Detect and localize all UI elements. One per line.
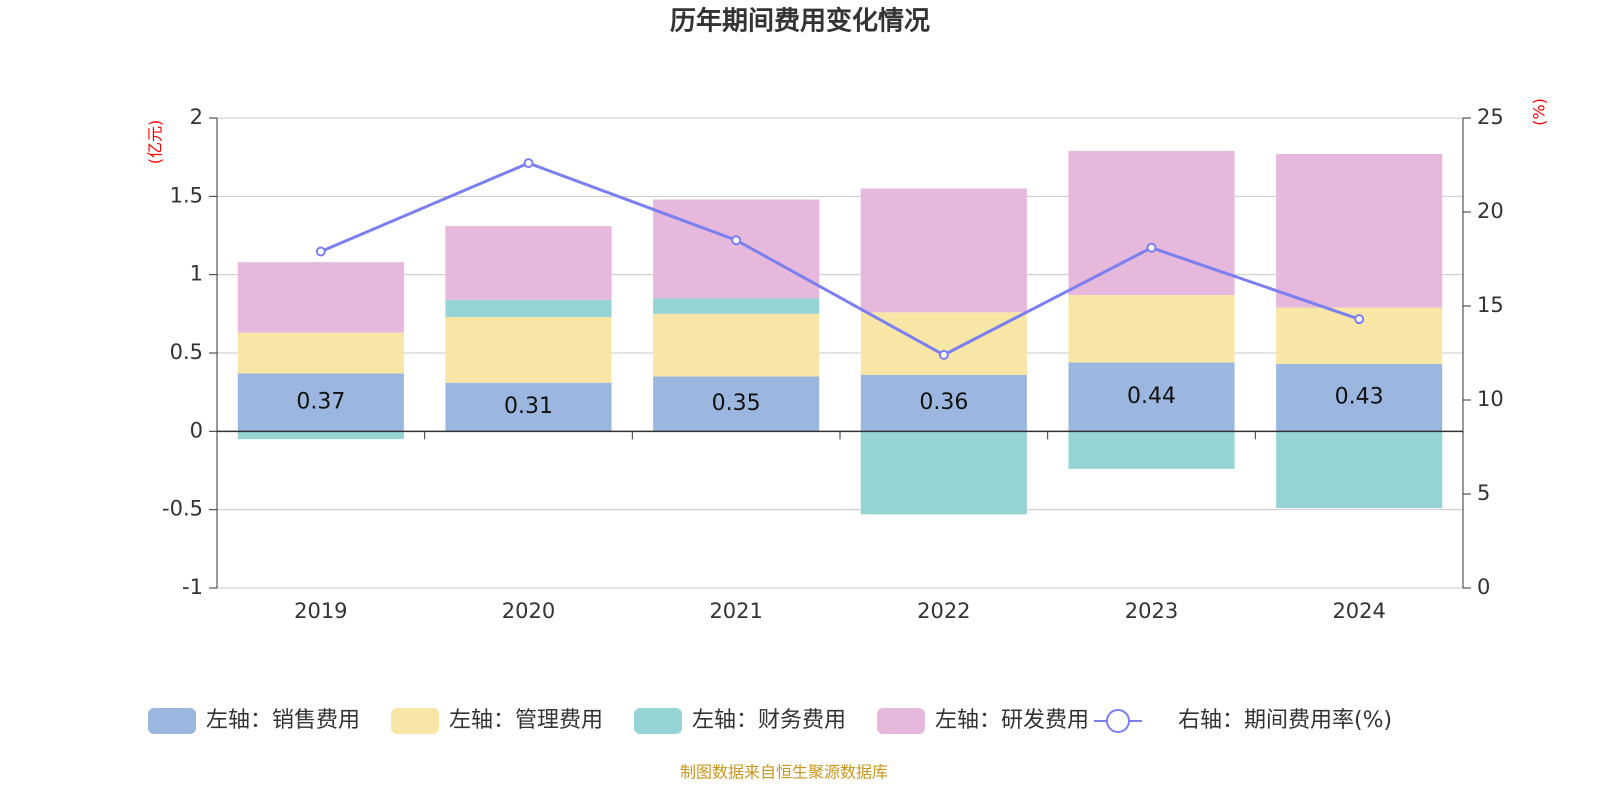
rate-line: [320, 161, 1360, 357]
category-label: 2019: [294, 599, 347, 623]
rate-point-2020: [523, 158, 534, 169]
data-label: 0.43: [1335, 385, 1384, 410]
rate-point-2022: [938, 349, 949, 360]
bar-segment-3-2024: [1276, 154, 1443, 308]
rate-point-2021: [731, 235, 742, 246]
category-label: 2021: [709, 599, 762, 623]
bar-segment-2-2020: [445, 299, 612, 317]
left-tick-label: 0.5: [170, 340, 203, 364]
legend-label-0: 左轴：销售费用: [206, 708, 360, 733]
category-label: 2024: [1332, 599, 1385, 623]
left-tick-label: 1.5: [170, 183, 203, 207]
bar-segment-3-2021: [653, 199, 820, 299]
bar-segment-3-2020: [445, 226, 612, 300]
bar-segment-1-2023: [1068, 295, 1235, 363]
data-label: 0.44: [1127, 384, 1176, 409]
right-tick-label: 0: [1477, 575, 1490, 599]
left-axis-unit: (亿元): [146, 120, 165, 165]
chart-title: 历年期间费用变化情况: [670, 6, 930, 37]
legend-label-1: 左轴：管理费用: [449, 708, 603, 733]
left-tick-label: -0.5: [162, 497, 203, 521]
bar-segment-0-2024: [1276, 363, 1443, 432]
right-tick-label: 25: [1477, 105, 1504, 129]
left-tick-label: 0: [190, 418, 203, 442]
legend-swatch-2: [634, 708, 682, 734]
right-axis-unit: (%): [1530, 98, 1549, 126]
right-tick-label: 5: [1477, 481, 1490, 505]
legend-circle-marker: [1106, 709, 1130, 733]
bar-segment-1-2019: [237, 332, 404, 374]
bar-segment-0-2020: [445, 382, 612, 432]
legend-swatch-1: [391, 708, 439, 734]
rate-point-2024: [1354, 314, 1365, 325]
legend-swatch-0: [148, 708, 196, 734]
data-label: 0.35: [712, 391, 761, 416]
bar-segment-3-2022: [860, 188, 1027, 313]
bar-segment-3-2019: [237, 262, 404, 333]
bar-segment-2-2022: [860, 431, 1027, 515]
right-tick-label: 20: [1477, 199, 1504, 223]
legend-swatch-3: [877, 708, 925, 734]
data-label: 0.31: [504, 394, 553, 419]
left-tick-label: 1: [190, 262, 203, 286]
category-label: 2020: [502, 599, 555, 623]
bar-segment-0-2019: [237, 373, 404, 432]
bar-segment-2-2019: [237, 431, 404, 440]
legend-label-2: 左轴：财务费用: [692, 708, 846, 733]
legend-label-3: 左轴：研发费用: [935, 708, 1089, 733]
bar-segment-0-2022: [860, 374, 1027, 432]
left-tick-label: -1: [182, 575, 203, 599]
legend-label-4: 右轴：期间费用率(%): [1178, 708, 1392, 733]
right-tick-label: 15: [1477, 293, 1504, 317]
bar-segment-1-2020: [445, 316, 612, 383]
bar-segment-1-2021: [653, 313, 820, 377]
rate-point-2019: [315, 246, 326, 257]
bar-segment-0-2021: [653, 376, 820, 432]
category-label: 2023: [1125, 599, 1178, 623]
data-label: 0.37: [296, 389, 345, 414]
bar-segment-0-2023: [1068, 362, 1235, 432]
source-note: 制图数据来自恒生聚源数据库: [680, 763, 888, 782]
left-tick-label: 2: [190, 105, 203, 129]
rate-point-2023: [1146, 242, 1157, 253]
bar-segment-3-2023: [1068, 150, 1235, 296]
bar-segment-2-2021: [653, 298, 820, 314]
right-tick-label: 10: [1477, 387, 1504, 411]
data-label: 0.36: [919, 390, 968, 415]
bar-segment-2-2023: [1068, 431, 1235, 469]
bar-segment-2-2024: [1276, 431, 1443, 509]
category-label: 2022: [917, 599, 970, 623]
